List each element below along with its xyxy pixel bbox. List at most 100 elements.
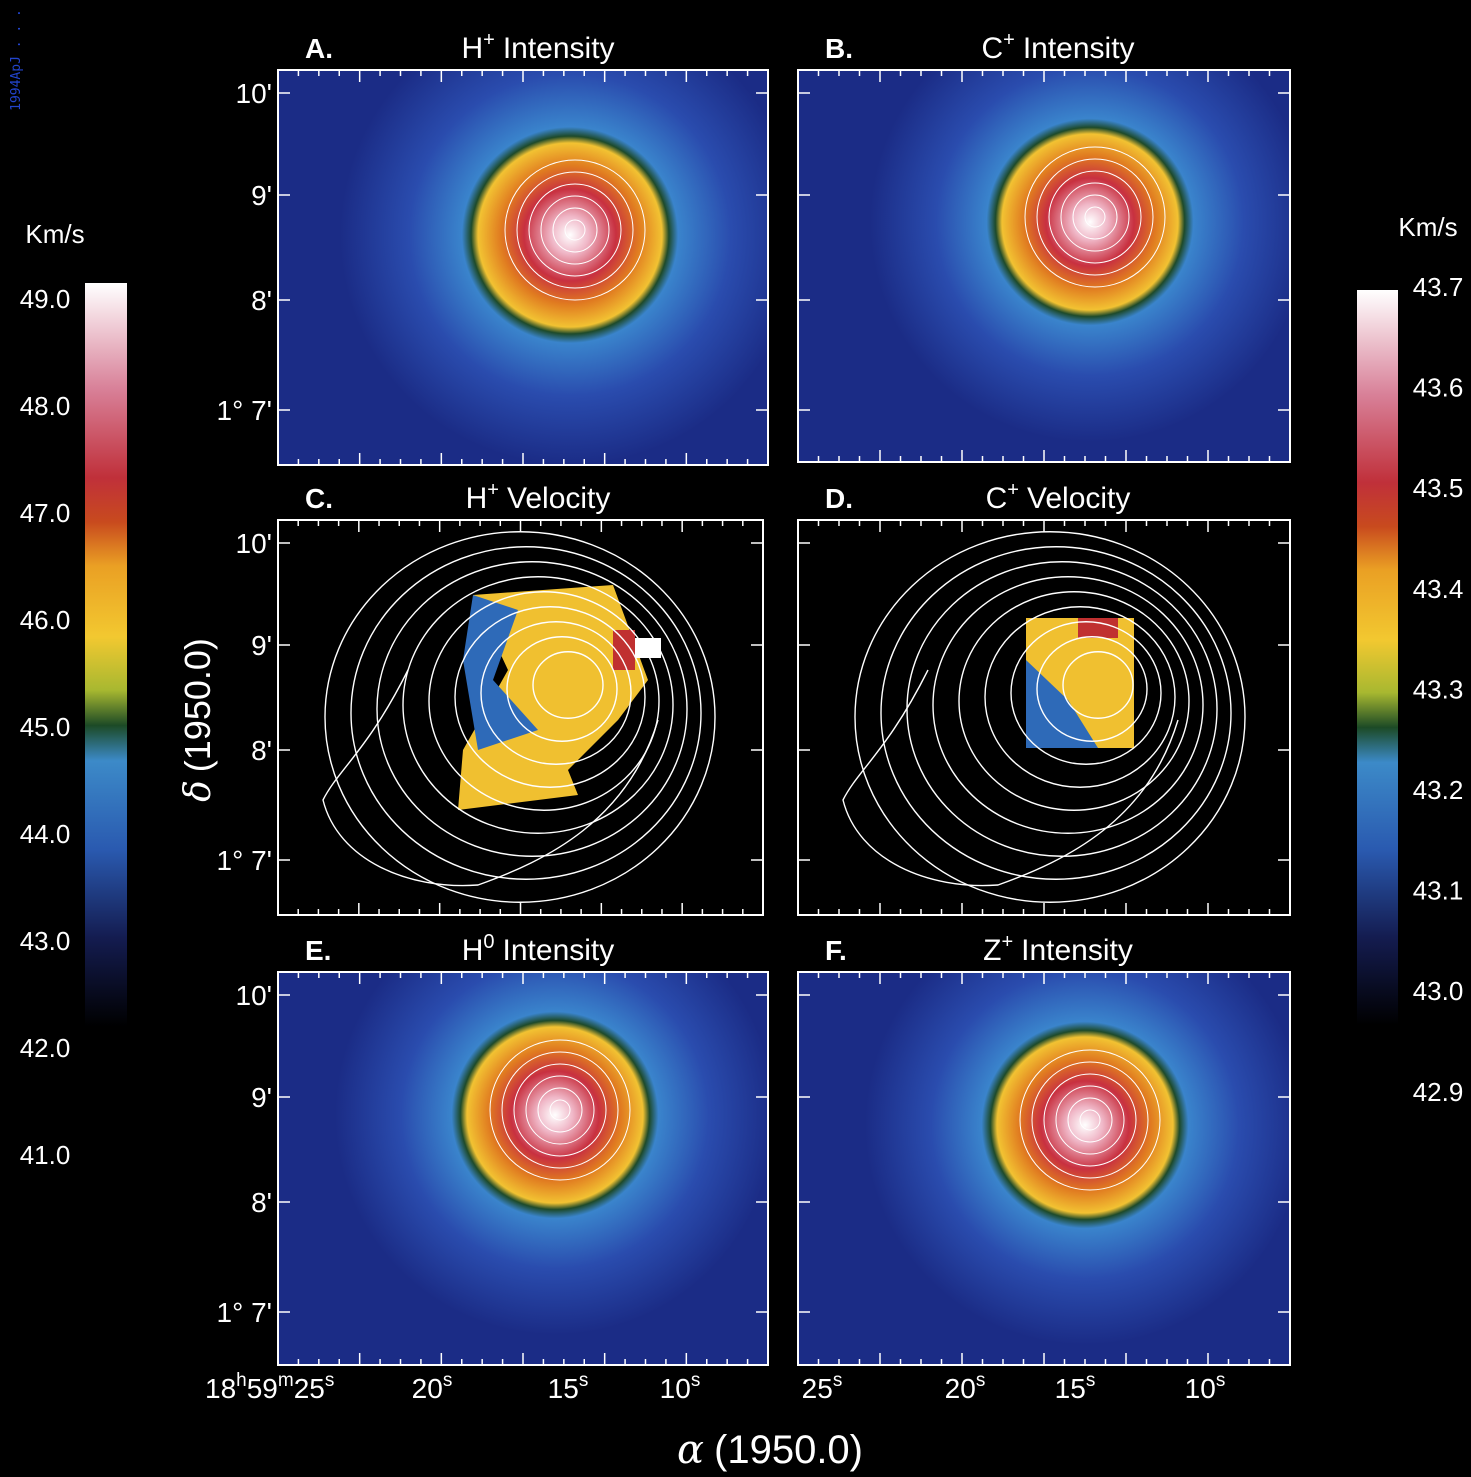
- panel-letter: D.: [825, 483, 853, 514]
- y-tick-label: 10': [236, 528, 273, 559]
- colorbar-label: 41.0: [20, 1140, 71, 1170]
- panel-title: C+ Velocity: [986, 479, 1131, 515]
- axis-epoch: (1950.0): [177, 638, 218, 772]
- colorbar: [85, 283, 127, 1168]
- panel-title: H0 Intensity: [462, 931, 615, 967]
- charge: +: [487, 479, 499, 501]
- x-axis-label: α(1950.0): [677, 1427, 863, 1473]
- colorbar-label: 43.5: [1413, 473, 1464, 503]
- charge: +: [1007, 479, 1019, 501]
- colorbar-label: 46.0: [20, 605, 71, 635]
- emission: [870, 2, 1310, 442]
- panel-letter: B.: [825, 33, 853, 64]
- y-tick-label: 1° 7': [217, 845, 272, 876]
- y-tick-label: 9': [251, 630, 272, 661]
- y-tick-label: 8': [251, 285, 272, 316]
- colorbar-label: 48.0: [20, 391, 71, 421]
- emission: [340, 5, 800, 465]
- colorbar-label: 43.3: [1413, 674, 1464, 704]
- colorbar-label: 43.1: [1413, 876, 1464, 906]
- panel-title: H+ Intensity: [461, 29, 614, 65]
- x-tick-label: 18h59m25s: [205, 1370, 334, 1404]
- figure: 1994ApJ . . . A.H+Intensity10'9'8'1° 7'B…: [0, 0, 1471, 1477]
- panel: [278, 5, 800, 465]
- panel-title: H+ Velocity: [466, 479, 611, 515]
- panel: [278, 520, 763, 915]
- charge: +: [1001, 931, 1013, 953]
- charge: +: [1003, 29, 1015, 51]
- x-tick-label: 25s: [802, 1370, 843, 1404]
- velocity-blob: [633, 638, 661, 658]
- colorbar-unit: Km/s: [25, 219, 84, 249]
- species: H: [462, 934, 484, 967]
- x-tick-label: 10s: [1185, 1370, 1226, 1404]
- colorbar-label: 45.0: [20, 712, 71, 742]
- panel-title: Z+ Intensity: [983, 931, 1133, 967]
- colorbar-label: 42.0: [20, 1033, 71, 1063]
- tick-unit: s: [443, 1370, 453, 1391]
- y-tick-label: 9': [251, 1082, 272, 1113]
- y-tick-label: 8': [251, 1187, 272, 1218]
- quantity: Intensity: [503, 934, 615, 967]
- species: C: [981, 32, 1003, 65]
- axis-symbol: δ: [178, 780, 219, 802]
- colorbar-label: 44.0: [20, 819, 71, 849]
- colorbar-label: 43.6: [1413, 373, 1464, 403]
- quantity: Velocity: [507, 482, 610, 515]
- quantity: Intensity: [1023, 32, 1135, 65]
- colorbar-label: 47.0: [20, 498, 71, 528]
- x-tick-label: 15s: [1055, 1370, 1096, 1404]
- species: H: [466, 482, 488, 515]
- x-tick-label: 15s: [548, 1370, 589, 1404]
- panel-letter: F.: [825, 935, 847, 966]
- axis-symbol: α: [677, 1427, 704, 1473]
- quantity: Intensity: [503, 32, 615, 65]
- colorbar-unit: Km/s: [1398, 212, 1457, 242]
- charge: +: [483, 29, 495, 51]
- tick-number: 10: [660, 1373, 691, 1404]
- y-tick-label: 10': [236, 78, 273, 109]
- species: H: [461, 32, 483, 65]
- panel-title: C+ Intensity: [981, 29, 1134, 65]
- colorbar-label: 49.0: [20, 284, 71, 314]
- tick-number: 25: [802, 1373, 833, 1404]
- species: Z: [983, 934, 1001, 967]
- y-tick-label: 9': [251, 180, 272, 211]
- panel-letter: C.: [305, 483, 333, 514]
- colorbar-label: 42.9: [1413, 1077, 1464, 1107]
- tick-number: 20: [412, 1373, 443, 1404]
- tick-number: 25: [294, 1373, 325, 1404]
- y-axis-label: δ (1950.0): [177, 638, 219, 802]
- charge: 0: [483, 931, 494, 953]
- axis-epoch: (1950.0): [714, 1428, 863, 1472]
- colorbar: [1357, 290, 1398, 1165]
- panel-letter: E.: [305, 935, 331, 966]
- tick-unit: s: [325, 1370, 335, 1391]
- x-tick-label: 10s: [660, 1370, 701, 1404]
- tick-unit: h: [236, 1370, 247, 1391]
- tick-number: 10: [1185, 1373, 1216, 1404]
- quantity: Intensity: [1021, 934, 1133, 967]
- tick-unit: s: [833, 1370, 843, 1391]
- tick-number: 20: [945, 1373, 976, 1404]
- x-tick-label: 20s: [945, 1370, 986, 1404]
- colorbar-label: 43.2: [1413, 775, 1464, 805]
- colorbar-label: 43.4: [1413, 574, 1464, 604]
- x-tick-label: 20s: [412, 1370, 453, 1404]
- panel-letter: A.: [305, 33, 333, 64]
- tick-number: 18: [205, 1373, 236, 1404]
- tick-number: 59: [247, 1373, 278, 1404]
- colorbar-label: 43.0: [20, 926, 71, 956]
- tick-unit: s: [1086, 1370, 1096, 1391]
- tick-unit: s: [976, 1370, 986, 1391]
- y-tick-label: 1° 7': [217, 395, 272, 426]
- species: C: [986, 482, 1008, 515]
- y-tick-label: 8': [251, 735, 272, 766]
- panel: [798, 520, 1290, 915]
- quantity: Velocity: [1027, 482, 1130, 515]
- y-tick-label: 1° 7': [217, 1297, 272, 1328]
- velocity-blob: [1078, 618, 1118, 638]
- corner-note: 1994ApJ . . .: [9, 9, 24, 111]
- tick-unit: s: [579, 1370, 589, 1391]
